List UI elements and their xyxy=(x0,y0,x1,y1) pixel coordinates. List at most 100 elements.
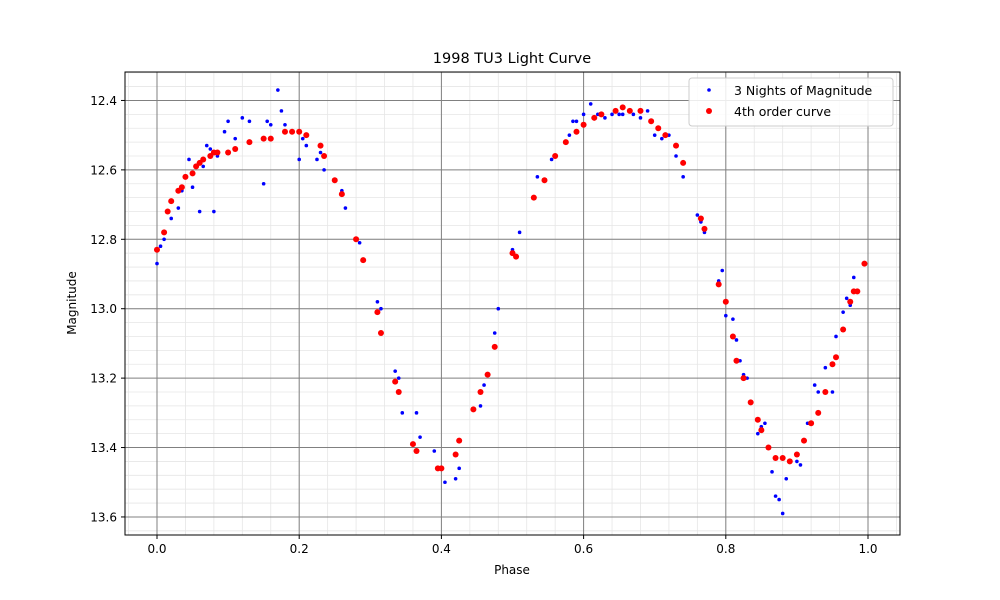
fit-point xyxy=(413,448,420,455)
fit-point xyxy=(715,281,722,288)
fit-point xyxy=(303,132,310,139)
fit-point xyxy=(360,257,367,264)
observed-point xyxy=(315,157,319,162)
fit-point xyxy=(377,330,384,337)
fit-point xyxy=(452,451,459,458)
observed-point xyxy=(414,411,419,415)
x-tick-label: 0.4 xyxy=(432,542,451,556)
fit-point xyxy=(598,111,605,118)
observed-point xyxy=(478,404,483,408)
fit-point xyxy=(392,378,399,385)
fit-point xyxy=(833,354,840,361)
observed-point xyxy=(379,306,383,311)
fit-point xyxy=(648,118,655,125)
observed-point xyxy=(268,122,273,127)
observed-point xyxy=(571,119,575,124)
observed-point xyxy=(755,431,760,436)
legend-marker-observed xyxy=(707,88,711,92)
fit-point xyxy=(779,454,786,461)
fit-point xyxy=(491,343,498,350)
observed-point xyxy=(190,185,195,190)
fit-point xyxy=(395,389,402,396)
x-tick-label: 1.0 xyxy=(858,542,877,556)
fit-point xyxy=(470,406,477,413)
observed-point xyxy=(443,480,447,485)
observed-point xyxy=(588,102,593,106)
observed-point xyxy=(197,209,202,214)
fit-point xyxy=(331,177,338,184)
observed-point xyxy=(457,466,461,471)
fit-point xyxy=(296,128,303,135)
series-fit xyxy=(153,104,868,472)
fit-point xyxy=(317,142,324,149)
y-tick-label: 12.6 xyxy=(90,163,117,177)
fit-point xyxy=(200,156,207,163)
observed-point xyxy=(208,147,213,151)
fit-point xyxy=(161,229,168,236)
observed-point xyxy=(222,129,227,134)
legend-label-fit: 4th order curve xyxy=(734,104,831,119)
y-tick-label: 13.0 xyxy=(90,302,117,316)
observed-point xyxy=(610,112,614,117)
fit-point xyxy=(722,298,729,305)
fit-point xyxy=(178,184,185,191)
observed-point xyxy=(517,230,522,235)
observed-point xyxy=(770,470,774,474)
fit-point xyxy=(225,149,232,156)
x-axis: 0.0 0.2 0.4 0.6 0.8 1.0 xyxy=(147,535,878,556)
fit-point xyxy=(655,125,662,132)
observed-point xyxy=(169,216,174,221)
fit-point xyxy=(353,236,360,243)
observed-point xyxy=(201,164,206,169)
fit-point xyxy=(765,444,772,451)
y-axis-title: Magnitude xyxy=(65,271,79,335)
observed-point xyxy=(393,369,397,373)
observed-point xyxy=(226,119,230,124)
observed-point xyxy=(674,154,678,158)
observed-point xyxy=(276,88,280,92)
observed-point xyxy=(204,143,209,148)
observed-point xyxy=(834,334,838,339)
plot-frame xyxy=(124,71,901,536)
observed-point xyxy=(681,175,685,179)
fit-point xyxy=(573,128,580,135)
fit-point xyxy=(786,458,793,465)
observed-point xyxy=(603,116,607,120)
observed-point xyxy=(773,494,778,498)
y-tick-label: 12.4 xyxy=(90,94,117,108)
observed-point xyxy=(265,119,270,124)
fit-point xyxy=(680,159,687,166)
fit-point xyxy=(281,128,288,135)
observed-point xyxy=(322,168,326,172)
observed-point xyxy=(300,136,305,141)
x-tick-label: 0.2 xyxy=(290,542,309,556)
fit-point xyxy=(214,149,221,156)
y-tick-label: 12.8 xyxy=(90,233,117,247)
fit-point xyxy=(246,139,253,146)
observed-point xyxy=(652,133,657,137)
observed-point xyxy=(731,317,735,321)
fit-point xyxy=(289,128,296,135)
legend-label-observed: 3 Nights of Magnitude xyxy=(734,83,873,98)
observed-point xyxy=(645,109,650,113)
legend: 3 Nights of Magnitude 4th order curve xyxy=(688,77,894,127)
observed-point xyxy=(581,112,586,117)
observed-point xyxy=(567,133,572,137)
x-axis-title: Phase xyxy=(494,563,530,577)
fit-point xyxy=(847,298,854,305)
observed-point xyxy=(240,116,245,120)
x-tick-label: 0.8 xyxy=(716,542,735,556)
fit-point xyxy=(232,146,239,153)
observed-point xyxy=(279,109,284,113)
observed-point xyxy=(176,206,181,210)
observed-point xyxy=(162,237,166,242)
fit-point xyxy=(793,451,800,458)
fit-point xyxy=(260,135,267,142)
observed-point xyxy=(158,244,163,249)
observed-point xyxy=(841,310,845,314)
observed-point xyxy=(851,275,856,280)
observed-point xyxy=(496,306,501,311)
observed-point xyxy=(375,299,380,304)
fit-point xyxy=(321,152,328,159)
